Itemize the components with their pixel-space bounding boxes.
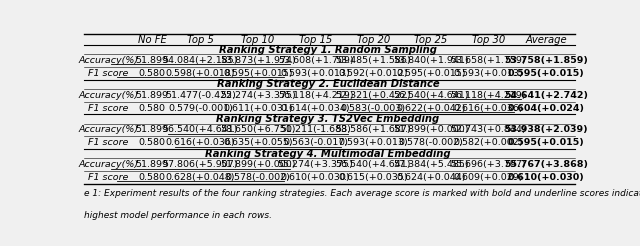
Text: 0.582(+0.002): 0.582(+0.002)	[454, 138, 524, 147]
Text: No FE: No FE	[138, 35, 167, 45]
Text: Top 5: Top 5	[187, 35, 214, 45]
Text: 0.598(+0.018): 0.598(+0.018)	[166, 69, 235, 78]
Text: 55.274(+3.375): 55.274(+3.375)	[220, 91, 296, 100]
Text: Accuracy(%): Accuracy(%)	[79, 160, 139, 169]
Text: 0.580: 0.580	[139, 173, 166, 182]
Text: 0.580: 0.580	[139, 104, 166, 112]
Text: 57.384(+5.485): 57.384(+5.485)	[393, 160, 468, 169]
Text: highest model performance in each rows.: highest model performance in each rows.	[84, 211, 272, 220]
Text: 52.743(+0.844): 52.743(+0.844)	[451, 125, 526, 135]
Text: 52.321(+0.422): 52.321(+0.422)	[335, 91, 411, 100]
Text: 53.485(+1.586): 53.485(+1.586)	[335, 56, 411, 65]
Text: 53.758(+1.859): 53.758(+1.859)	[504, 56, 588, 65]
Text: 0.614(+0.034): 0.614(+0.034)	[281, 104, 351, 112]
Text: 53.586(+1.687): 53.586(+1.687)	[335, 125, 411, 135]
Text: Top 20: Top 20	[356, 35, 390, 45]
Text: 0.609(+0.029): 0.609(+0.029)	[454, 173, 524, 182]
Text: 0.611(+0.031): 0.611(+0.031)	[223, 104, 292, 112]
Text: 0.615(+0.035): 0.615(+0.035)	[339, 173, 408, 182]
Text: Top 30: Top 30	[472, 35, 505, 45]
Text: 53.608(+1.709): 53.608(+1.709)	[278, 56, 353, 65]
Text: 0.595(+0.015): 0.595(+0.015)	[396, 69, 466, 78]
Text: 0.563(-0.017): 0.563(-0.017)	[283, 138, 348, 147]
Text: 57.806(+5.907): 57.806(+5.907)	[163, 160, 238, 169]
Text: 0.610(+0.030): 0.610(+0.030)	[508, 173, 584, 182]
Text: 51.899: 51.899	[136, 125, 169, 135]
Text: 0.583(-0.003): 0.583(-0.003)	[340, 104, 406, 112]
Text: e 1: Experiment results of the four ranking strategies. Each average score is ma: e 1: Experiment results of the four rank…	[84, 189, 640, 198]
Text: 0.616(+0.036): 0.616(+0.036)	[166, 138, 235, 147]
Text: 0.604(+0.024): 0.604(+0.024)	[508, 104, 585, 112]
Text: F1 score: F1 score	[88, 69, 129, 78]
Text: 0.595(+0.015): 0.595(+0.015)	[508, 138, 584, 147]
Text: 51.899: 51.899	[136, 160, 169, 169]
Text: 0.635(+0.055): 0.635(+0.055)	[223, 138, 292, 147]
Text: 55.274(+3.375): 55.274(+3.375)	[278, 160, 353, 169]
Text: 54.084(+2.185): 54.084(+2.185)	[163, 56, 238, 65]
Text: 53.938(+2.039): 53.938(+2.039)	[504, 125, 588, 135]
Text: 0.593(+0.013): 0.593(+0.013)	[281, 69, 351, 78]
Text: Accuracy(%): Accuracy(%)	[79, 91, 139, 100]
Text: 58.650(+6.751): 58.650(+6.751)	[220, 125, 296, 135]
Text: F1 score: F1 score	[88, 173, 129, 182]
Text: 51.899: 51.899	[136, 91, 169, 100]
Text: Ranking Strategy 3. TS2Vec Embedding: Ranking Strategy 3. TS2Vec Embedding	[216, 114, 440, 124]
Text: 0.580: 0.580	[139, 69, 166, 78]
Text: 0.616(+0.036): 0.616(+0.036)	[454, 104, 524, 112]
Text: Top 15: Top 15	[299, 35, 332, 45]
Text: 56.118(+4.219): 56.118(+4.219)	[451, 91, 526, 100]
Text: 51.899(+0.000): 51.899(+0.000)	[393, 125, 468, 135]
Text: 0.578(-0.002): 0.578(-0.002)	[399, 138, 463, 147]
Text: Top 25: Top 25	[414, 35, 447, 45]
Text: 51.477(-0.422): 51.477(-0.422)	[165, 91, 236, 100]
Text: 0.610(+0.030): 0.610(+0.030)	[281, 173, 351, 182]
Text: F1 score: F1 score	[88, 138, 129, 147]
Text: 53.658(+1.759): 53.658(+1.759)	[451, 56, 526, 65]
Text: 53.840(+1.941): 53.840(+1.941)	[393, 56, 468, 65]
Text: 56.540(+4.641): 56.540(+4.641)	[335, 160, 411, 169]
Text: Average: Average	[525, 35, 567, 45]
Text: 0.595(+0.015): 0.595(+0.015)	[508, 69, 584, 78]
Text: 0.622(+0.042): 0.622(+0.042)	[396, 104, 466, 112]
Text: Accuracy(%): Accuracy(%)	[79, 56, 139, 65]
Text: 0.593(+0.013): 0.593(+0.013)	[339, 138, 408, 147]
Text: 51.899: 51.899	[136, 56, 169, 65]
Text: 53.873(+1.974): 53.873(+1.974)	[220, 56, 296, 65]
Text: 0.579(-0.001): 0.579(-0.001)	[168, 104, 233, 112]
Text: 51.899(+0.000): 51.899(+0.000)	[220, 160, 296, 169]
Text: Top 10: Top 10	[241, 35, 275, 45]
Text: 56.540(+4.641): 56.540(+4.641)	[393, 91, 468, 100]
Text: Accuracy(%): Accuracy(%)	[79, 125, 139, 135]
Text: 0.628(+0.048): 0.628(+0.048)	[166, 173, 235, 182]
Text: 0.580: 0.580	[139, 138, 166, 147]
Text: F1 score: F1 score	[88, 104, 129, 112]
Text: 50.211(-1.688): 50.211(-1.688)	[280, 125, 351, 135]
Text: Ranking Strategy 1. Random Sampling: Ranking Strategy 1. Random Sampling	[219, 45, 437, 55]
Text: 0.592(+0.012): 0.592(+0.012)	[339, 69, 408, 78]
Text: 0.593(+0.013): 0.593(+0.013)	[454, 69, 524, 78]
Text: 0.578(-0.002): 0.578(-0.002)	[225, 173, 291, 182]
Text: 54.641(+2.742): 54.641(+2.742)	[504, 91, 588, 100]
Text: 56.118(+4.219): 56.118(+4.219)	[278, 91, 353, 100]
Text: 55.767(+3.868): 55.767(+3.868)	[504, 160, 588, 169]
Text: 56.540(+4.641): 56.540(+4.641)	[163, 125, 238, 135]
Text: Ranking Strategy 2. Euclidean Distance: Ranking Strategy 2. Euclidean Distance	[217, 79, 439, 89]
Text: 0.624(+0.044): 0.624(+0.044)	[396, 173, 466, 182]
Text: Ranking Strategy 4. Multimodal Embedding: Ranking Strategy 4. Multimodal Embedding	[205, 149, 451, 159]
Text: 55.696(+3.797): 55.696(+3.797)	[451, 160, 526, 169]
Text: 0.595(+0.015): 0.595(+0.015)	[223, 69, 292, 78]
